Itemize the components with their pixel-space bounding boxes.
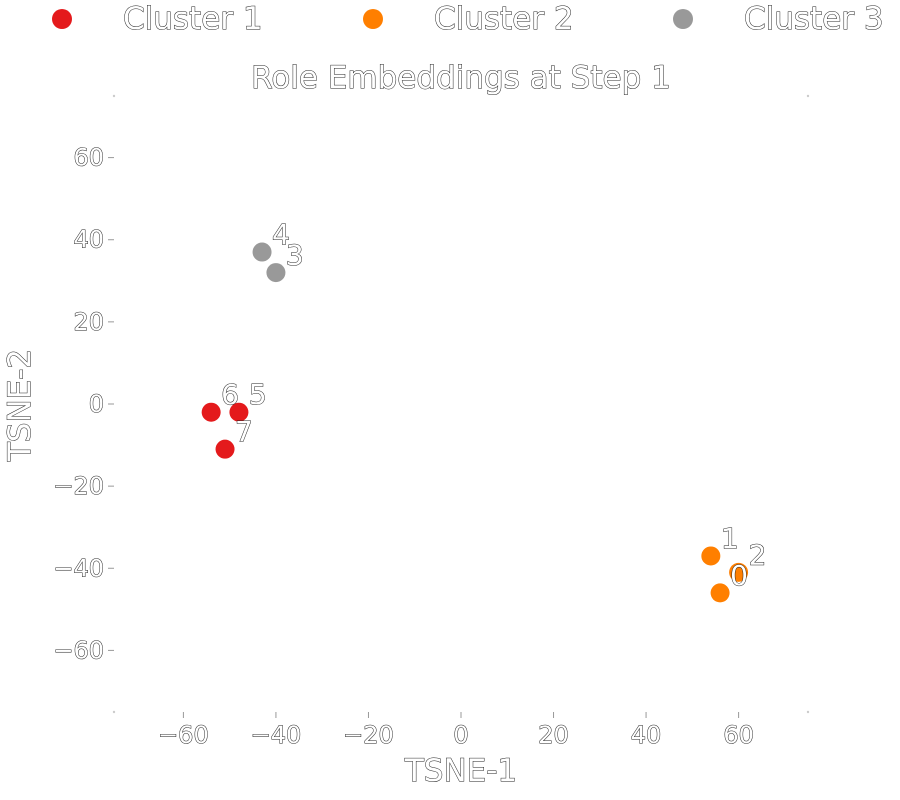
point-label: 5 (249, 378, 267, 411)
data-point (701, 546, 721, 566)
point-label: 7 (235, 415, 253, 448)
point-label: 6 (221, 378, 239, 411)
y-tick-label: 20 (73, 308, 104, 336)
data-point (252, 242, 272, 262)
y-axis-title: TSNE-2 (2, 349, 38, 462)
legend-label: Cluster 2 (434, 1, 574, 37)
x-tick-label: 0 (453, 721, 468, 749)
point-label: 4 (272, 218, 290, 251)
x-tick-label: −20 (343, 721, 394, 749)
x-tick-label: −40 (251, 721, 302, 749)
y-tick-label: 0 (89, 390, 104, 418)
legend-item: Cluster 1 (52, 1, 263, 38)
point-labels: 6 5 7 1 02 43 (221, 218, 767, 593)
data-point (729, 562, 749, 582)
axes-corner-3 (806, 710, 810, 714)
y-tick-label: −60 (53, 636, 104, 664)
data-point (710, 583, 730, 603)
legend-marker (673, 9, 693, 29)
y-tick-label: −40 (53, 554, 104, 582)
legend: Cluster 1 Cluster 2 Cluster 3 (52, 1, 884, 38)
axes-corner-1 (806, 94, 810, 98)
y-axis: 60 40 20 0 −20 −40 −60 (53, 143, 114, 665)
legend-marker (52, 9, 72, 29)
legend-marker (363, 9, 383, 29)
x-tick-label: 60 (723, 721, 754, 749)
point-label: 3 (286, 239, 304, 272)
axes-corner-2 (112, 710, 116, 714)
x-axis-title: TSNE-1 (404, 753, 517, 789)
data-point (266, 263, 286, 283)
point-label: 2 (749, 538, 767, 571)
data-point (229, 402, 249, 422)
legend-item: Cluster 2 (363, 1, 574, 38)
point-label: 0 (730, 559, 748, 592)
x-tick-label: 40 (631, 721, 662, 749)
y-tick-label: −20 (53, 472, 104, 500)
x-tick-label: 20 (538, 721, 569, 749)
legend-label: Cluster 1 (123, 1, 263, 37)
data-point (215, 439, 235, 459)
chart-title: Role Embeddings at Step 1 (251, 60, 671, 96)
point-label: 1 (721, 522, 739, 555)
data-points (201, 242, 749, 603)
axes-corner-0 (112, 94, 116, 98)
data-point (201, 402, 221, 422)
y-tick-label: 60 (73, 144, 104, 172)
legend-item: Cluster 3 (673, 1, 884, 38)
legend-label: Cluster 3 (744, 1, 884, 37)
x-axis: −60 −40 −20 0 20 40 60 (112, 94, 810, 750)
x-tick-label: −60 (158, 721, 209, 749)
y-tick-label: 40 (73, 226, 104, 254)
